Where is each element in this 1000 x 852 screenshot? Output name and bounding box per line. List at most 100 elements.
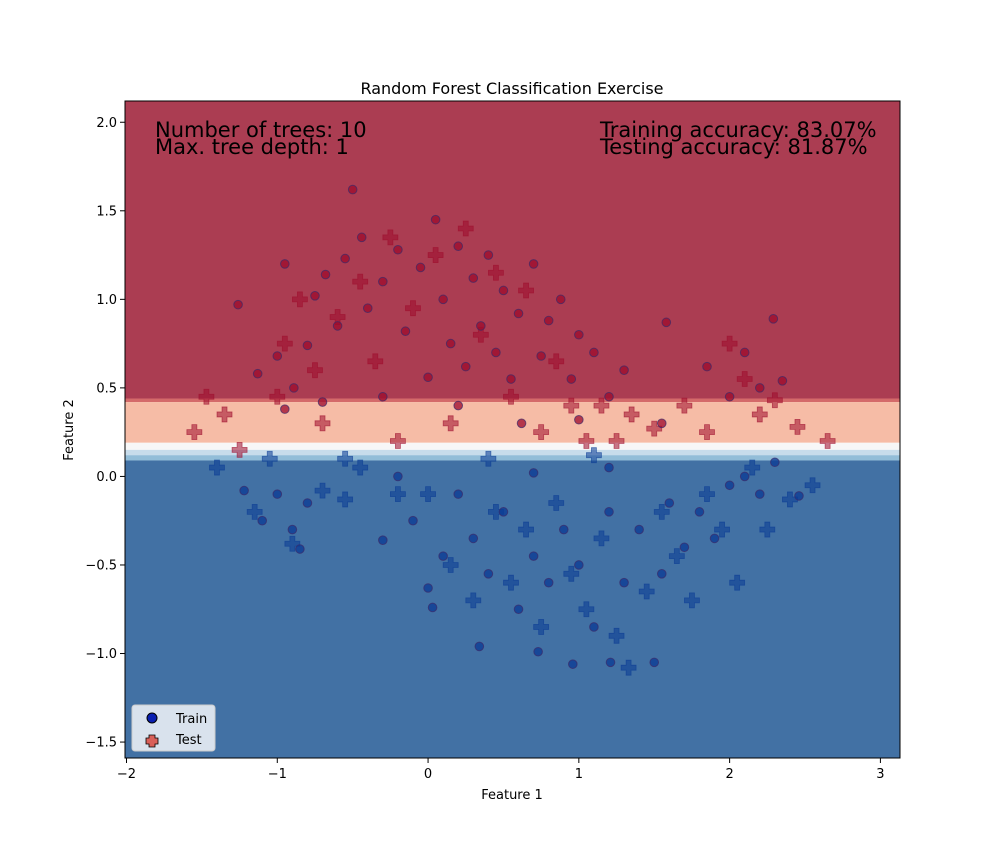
legend-test-label: Test bbox=[175, 733, 202, 748]
test-point bbox=[699, 424, 715, 441]
test-point bbox=[736, 371, 753, 387]
test-point bbox=[314, 482, 331, 499]
y-tick-label: −1.0 bbox=[85, 647, 117, 662]
train-point bbox=[754, 383, 765, 393]
test-point bbox=[292, 291, 308, 308]
train-point bbox=[754, 489, 765, 499]
test-point bbox=[646, 420, 663, 437]
test-point bbox=[518, 282, 534, 299]
test-point bbox=[367, 353, 384, 370]
train-point bbox=[280, 404, 290, 414]
legend-train-label: Train bbox=[175, 712, 207, 727]
train-point bbox=[664, 498, 675, 508]
train-point bbox=[498, 507, 509, 517]
test-point bbox=[608, 627, 625, 644]
train-point bbox=[393, 244, 403, 255]
train-point bbox=[287, 524, 298, 535]
test-point bbox=[382, 229, 399, 246]
decision-band-6 bbox=[125, 460, 900, 758]
train-point bbox=[438, 294, 448, 305]
train-point bbox=[302, 340, 313, 351]
test-point bbox=[548, 495, 565, 511]
test-point bbox=[503, 574, 519, 591]
train-point bbox=[694, 507, 705, 517]
test-point bbox=[352, 459, 369, 476]
test-point bbox=[246, 503, 263, 520]
train-point bbox=[768, 314, 779, 324]
test-point bbox=[623, 406, 640, 423]
test-point bbox=[563, 565, 580, 582]
train-point bbox=[468, 273, 479, 283]
test-point bbox=[586, 447, 602, 464]
test-point bbox=[676, 397, 693, 414]
train-point bbox=[656, 418, 667, 429]
train-point bbox=[536, 351, 546, 361]
train-point bbox=[445, 338, 456, 349]
chart-title: Random Forest Classification Exercise bbox=[360, 79, 663, 98]
test-point bbox=[337, 491, 354, 508]
y-tick-label: 0.0 bbox=[96, 470, 117, 485]
legend-train-marker bbox=[146, 712, 158, 724]
train-point bbox=[770, 457, 780, 468]
decision-surface bbox=[125, 101, 900, 758]
train-point bbox=[378, 535, 388, 545]
train-points bbox=[233, 184, 804, 669]
y-axis-ticks: −1.5 −1.0 −0.5 0.0 0.5 1.0 1.5 2.0 bbox=[85, 116, 125, 751]
train-point bbox=[558, 524, 569, 535]
train-point bbox=[491, 347, 501, 358]
train-point bbox=[252, 368, 263, 379]
train-point bbox=[679, 542, 690, 553]
test-point bbox=[533, 424, 550, 441]
train-point bbox=[619, 577, 629, 588]
train-point bbox=[702, 361, 712, 372]
train-point bbox=[257, 515, 268, 526]
test-point bbox=[668, 548, 685, 565]
decision-band-2 bbox=[125, 402, 900, 443]
test-point bbox=[789, 418, 806, 435]
test-point bbox=[578, 433, 595, 449]
train-point bbox=[739, 347, 750, 358]
x-tick-label: 2 bbox=[725, 767, 733, 782]
test-point bbox=[620, 659, 637, 676]
test-point bbox=[729, 574, 746, 591]
train-point bbox=[574, 414, 584, 425]
test-point bbox=[721, 335, 738, 352]
test-point bbox=[653, 503, 670, 520]
trees-annotation: Number of trees: 10 bbox=[155, 118, 367, 142]
test-point bbox=[819, 433, 836, 449]
train-point bbox=[295, 544, 305, 554]
test-point bbox=[533, 619, 550, 635]
test-point bbox=[420, 486, 436, 503]
legend-test-marker bbox=[145, 734, 159, 748]
test-point bbox=[261, 450, 278, 467]
train-point bbox=[483, 569, 494, 579]
test-point bbox=[405, 300, 421, 317]
decision-band-3 bbox=[125, 442, 900, 450]
train-point bbox=[289, 383, 299, 393]
depth-annotation: Max. tree depth: 1 bbox=[155, 135, 349, 159]
x-axis-label: Feature 1 bbox=[481, 788, 543, 803]
train-point bbox=[604, 507, 614, 517]
train-point bbox=[347, 184, 358, 195]
test-point bbox=[472, 326, 489, 343]
legend: Train Test bbox=[131, 704, 216, 752]
train-point bbox=[453, 489, 464, 499]
test-point bbox=[352, 273, 369, 290]
test-point bbox=[503, 388, 519, 405]
x-tick-label: −1 bbox=[268, 767, 287, 782]
train-point bbox=[649, 657, 660, 668]
test-point bbox=[751, 406, 768, 423]
train-point bbox=[605, 657, 616, 668]
test-point bbox=[442, 557, 459, 573]
train-point bbox=[438, 551, 448, 561]
train-point bbox=[378, 391, 388, 402]
y-tick-label: 2.0 bbox=[96, 116, 117, 131]
train-point bbox=[724, 480, 735, 491]
train-point bbox=[430, 214, 441, 225]
plot-frame bbox=[124, 100, 901, 759]
train-point bbox=[533, 646, 543, 657]
train-point bbox=[513, 604, 524, 615]
train-point bbox=[320, 269, 331, 280]
test-point bbox=[465, 592, 482, 609]
